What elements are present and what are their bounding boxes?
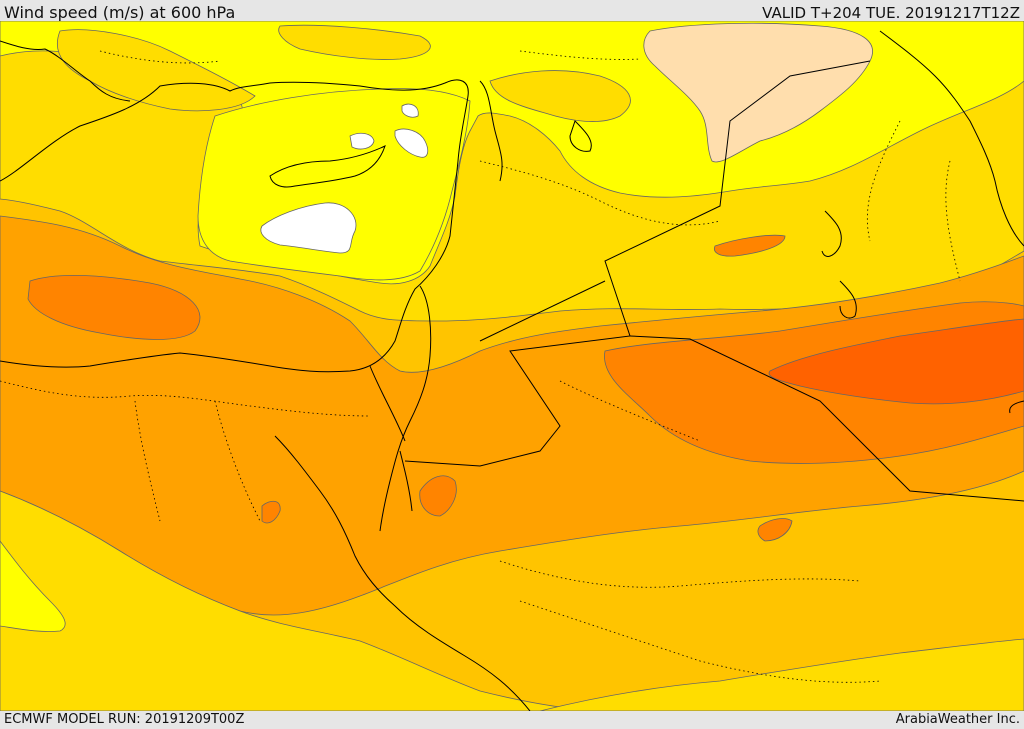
header-bar: Wind speed (m/s) at 600 hPa VALID T+204 … — [0, 0, 1024, 22]
band-peach — [643, 22, 873, 163]
band-orange-mid — [0, 215, 1024, 616]
gold-patch-3 — [489, 70, 631, 122]
band-gold-south-east — [539, 638, 1024, 711]
gold-patch-2 — [278, 24, 431, 60]
footer-bar: ECMWF MODEL RUN: 20191209T00Z ArabiaWeat… — [0, 711, 1024, 729]
band-gold-south — [0, 490, 601, 711]
band-red-orange — [768, 318, 1024, 405]
dark-orange-patch-4 — [713, 234, 786, 257]
dark-orange-patch-3 — [261, 500, 281, 524]
calm-patch-white-3 — [349, 132, 375, 150]
wind-speed-map — [0, 21, 1024, 711]
credit-label: ArabiaWeather Inc. — [895, 712, 1020, 727]
model-run-label: ECMWF MODEL RUN: 20191209T00Z — [4, 712, 245, 727]
band-yellow-southwest — [0, 540, 66, 632]
valid-time-label: VALID T+204 TUE. 20191217T12Z — [762, 4, 1020, 22]
calm-patch-white-4 — [401, 103, 419, 118]
map-title: Wind speed (m/s) at 600 hPa — [4, 3, 236, 22]
dark-orange-patch-2 — [757, 518, 793, 542]
calm-patch-white-1 — [260, 202, 357, 254]
political-borders — [369, 60, 1024, 502]
calm-patch-white-2 — [394, 128, 429, 158]
dark-orange-patch-sinai — [419, 475, 457, 517]
internal-borders — [0, 50, 961, 683]
band-dark-orange-west — [27, 274, 201, 340]
coastlines — [0, 30, 1024, 711]
